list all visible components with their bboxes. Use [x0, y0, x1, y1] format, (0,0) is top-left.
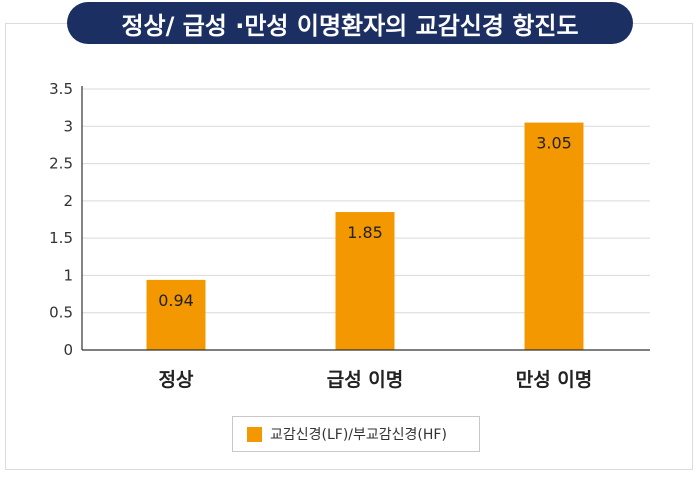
- bar: [335, 212, 395, 350]
- y-tick-label: 3.5: [49, 80, 73, 98]
- y-tick-label: 3: [63, 117, 73, 135]
- y-tick-label: 1.5: [49, 229, 73, 247]
- y-axis-ticks: 0 0.5 1 1.5 2 2.5 3 3.5: [49, 80, 73, 359]
- x-category-label: 정상: [159, 369, 194, 391]
- y-tick-label: 0.5: [49, 304, 73, 322]
- y-tick-label: 2: [63, 192, 73, 210]
- bar-value-label: 3.05: [536, 134, 572, 153]
- x-category-label: 급성 이명: [327, 369, 404, 391]
- y-tick-label: 0: [63, 341, 73, 359]
- bars: [146, 122, 584, 350]
- legend: 교감신경(LF)/부교감신경(HF): [232, 416, 480, 452]
- bar-value-label: 0.94: [158, 291, 194, 310]
- legend-swatch: [247, 426, 262, 442]
- x-category-label: 만성 이명: [516, 369, 593, 391]
- chart-title-banner: 정상/ 급성 ·만성 이명환자의 교감신경 항진도: [67, 2, 633, 44]
- data-labels: 0.94 1.85 3.05: [158, 134, 572, 310]
- bar: [146, 279, 206, 350]
- x-axis-categories: 정상 급성 이명 만성 이명: [159, 369, 593, 391]
- y-tick-label: 1: [63, 266, 73, 284]
- bar: [524, 122, 584, 350]
- chart-title: 정상/ 급성 ·만성 이명환자의 교감신경 항진도: [121, 11, 579, 40]
- bar-value-label: 1.85: [347, 223, 383, 242]
- y-tick-label: 2.5: [49, 155, 73, 173]
- legend-label: 교감신경(LF)/부교감신경(HF): [270, 427, 447, 443]
